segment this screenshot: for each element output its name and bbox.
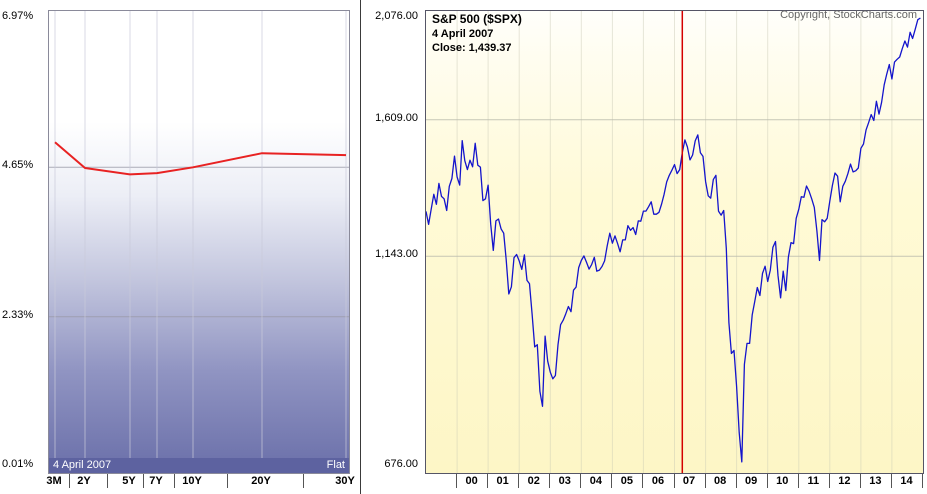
axis-tick-mark [174, 474, 175, 488]
axis-tick-mark [890, 474, 892, 488]
yield-xtick-label: 7Y [149, 475, 163, 487]
axis-tick-mark [106, 474, 108, 488]
axis-tick-mark [797, 474, 799, 488]
spx-ytick-label: 2,076.00 [375, 10, 418, 22]
yield-curve-canvas [49, 11, 349, 473]
copyright-label: Copyright, StockCharts.com [780, 9, 917, 21]
spx-axis-x-labels: 00 01 02 03 04 05 06 07 08 09 10 11 12 13 14 [425, 473, 923, 493]
axis-tick-mark [142, 474, 144, 488]
axis-tick-mark [611, 474, 613, 488]
axis-tick-mark [828, 474, 830, 488]
spx-ytick-label: 1,143.00 [375, 248, 418, 261]
yield-curve-line [54, 141, 347, 176]
yield-xtick-label: 3M [46, 475, 62, 487]
spx-xtick-label: 00 [465, 475, 478, 487]
axis-tick-mark [226, 474, 228, 488]
spx-xtick-label: 05 [620, 475, 634, 487]
spx-xtick-label: 06 [651, 475, 665, 487]
yield-xtick-label: 2Y [77, 475, 91, 487]
panel-divider [360, 0, 361, 494]
spx-xtick-label: 03 [558, 475, 571, 487]
spx-xtick-label: 04 [589, 475, 602, 487]
yield-xtick-label: 30Y [335, 475, 355, 487]
axis-tick-mark [549, 474, 551, 488]
yield-xtick-label: 20Y [251, 475, 271, 487]
spx-axis-y-labels: 2,076.00 1,609.00 1,143.00 676.00 [352, 0, 422, 494]
axis-tick-mark [303, 474, 304, 488]
yield-footer-bar: 4 April 2007 Flat [49, 458, 349, 473]
yield-axis-x-labels: 3M 2Y 5Y 7Y 10Y 20Y 30Y [46, 473, 355, 493]
spx-xtick-label: 14 [900, 475, 913, 487]
spx-date-label: 4 April 2007 [432, 28, 494, 40]
yield-ytick-label: 2.33% [2, 308, 34, 321]
spx-price-line [426, 17, 921, 463]
axis-tick-mark [922, 474, 923, 488]
axis-tick-mark [859, 474, 861, 488]
yield-date-label: 4 April 2007 [53, 459, 112, 471]
axis-tick-mark [69, 474, 70, 488]
spx-xtick-label: 02 [527, 475, 540, 487]
spx-xtick-label: 10 [776, 475, 789, 487]
spx-plot[interactable]: S&P 500 ($SPX) 4 April 2007 Close: 1,439… [425, 10, 924, 474]
yield-shape-label: Flat [326, 459, 345, 471]
yield-ytick-label: 6.97% [2, 10, 34, 22]
spx-xtick-label: 07 [682, 475, 696, 487]
axis-tick-mark [704, 474, 706, 488]
spx-xtick-label: 12 [838, 475, 851, 487]
spx-xtick-label: 13 [869, 475, 882, 487]
spx-canvas [426, 11, 923, 473]
yield-curve-plot[interactable]: 4 April 2007 Flat [48, 10, 350, 474]
spx-title-block: S&P 500 ($SPX) 4 April 2007 Close: 1,439… [432, 12, 522, 55]
axis-tick-mark [487, 474, 489, 488]
spx-title: S&P 500 ($SPX) [432, 12, 522, 26]
axis-tick-mark [673, 474, 675, 488]
yield-ytick-label: 4.65% [2, 159, 34, 172]
axis-tick-mark [766, 474, 768, 488]
spx-xtick-label: 08 [713, 475, 727, 487]
spx-ytick-label: 1,609.00 [375, 111, 418, 124]
yield-ytick-label: 0.01% [2, 458, 34, 470]
spx-ytick-label: 676.00 [384, 458, 418, 470]
yield-xtick-label: 10Y [182, 475, 202, 487]
axis-tick-mark [642, 474, 644, 488]
axis-tick-mark [456, 474, 458, 488]
axis-tick-mark [735, 474, 737, 488]
axis-tick-mark [580, 474, 582, 488]
spx-xtick-label: 01 [496, 475, 509, 487]
axis-tick-mark [518, 474, 520, 488]
spx-close-label: Close: 1,439.37 [432, 42, 512, 54]
spx-xtick-label: 11 [807, 475, 820, 487]
yield-xtick-label: 5Y [122, 475, 136, 487]
yield-axis-y-labels: 6.97% 4.65% 2.33% 0.01% [2, 0, 46, 494]
spx-xtick-label: 09 [745, 475, 758, 487]
